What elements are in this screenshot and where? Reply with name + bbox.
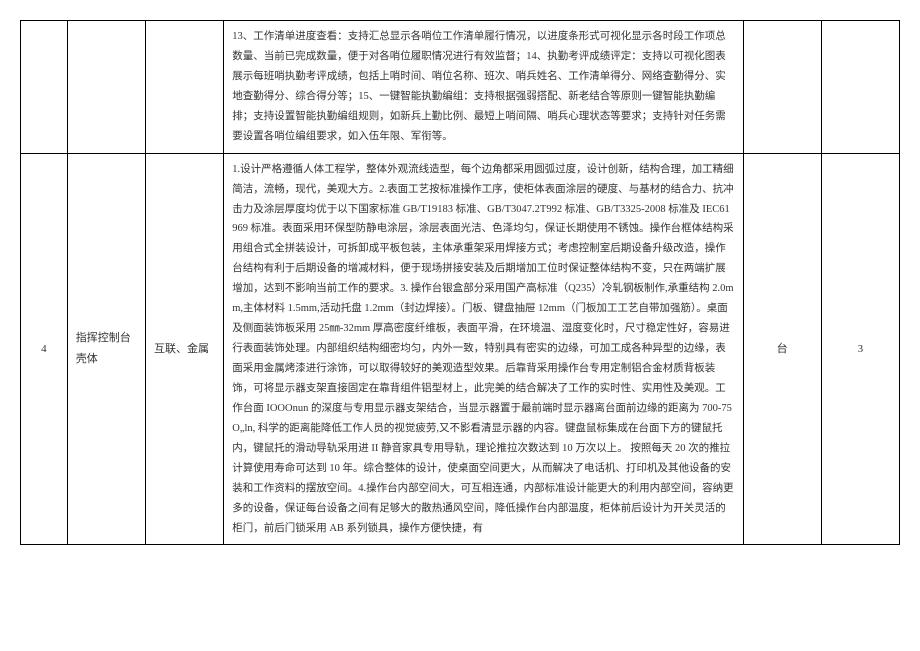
cell-desc: 13、工作清单进度查看：支持汇总显示各哨位工作清单履行情况，以进度条形式可视化显…	[224, 21, 743, 154]
cell-brand	[145, 21, 223, 154]
cell-qty: 3	[821, 153, 899, 545]
cell-name: 指挥控制台壳体	[67, 153, 145, 545]
cell-name	[67, 21, 145, 154]
cell-desc: 1.设计严格遵循人体工程学，整体外观流线造型，每个边角都采用圆弧过度，设计创新，…	[224, 153, 743, 545]
cell-qty	[821, 21, 899, 154]
spec-table: 13、工作清单进度查看：支持汇总显示各哨位工作清单履行情况，以进度条形式可视化显…	[20, 20, 900, 545]
cell-unit: 台	[743, 153, 821, 545]
cell-unit	[743, 21, 821, 154]
table-row: 4 指挥控制台壳体 互联、金属 1.设计严格遵循人体工程学，整体外观流线造型，每…	[21, 153, 900, 545]
cell-brand: 互联、金属	[145, 153, 223, 545]
table-row: 13、工作清单进度查看：支持汇总显示各哨位工作清单履行情况，以进度条形式可视化显…	[21, 21, 900, 154]
cell-seq	[21, 21, 68, 154]
cell-seq: 4	[21, 153, 68, 545]
